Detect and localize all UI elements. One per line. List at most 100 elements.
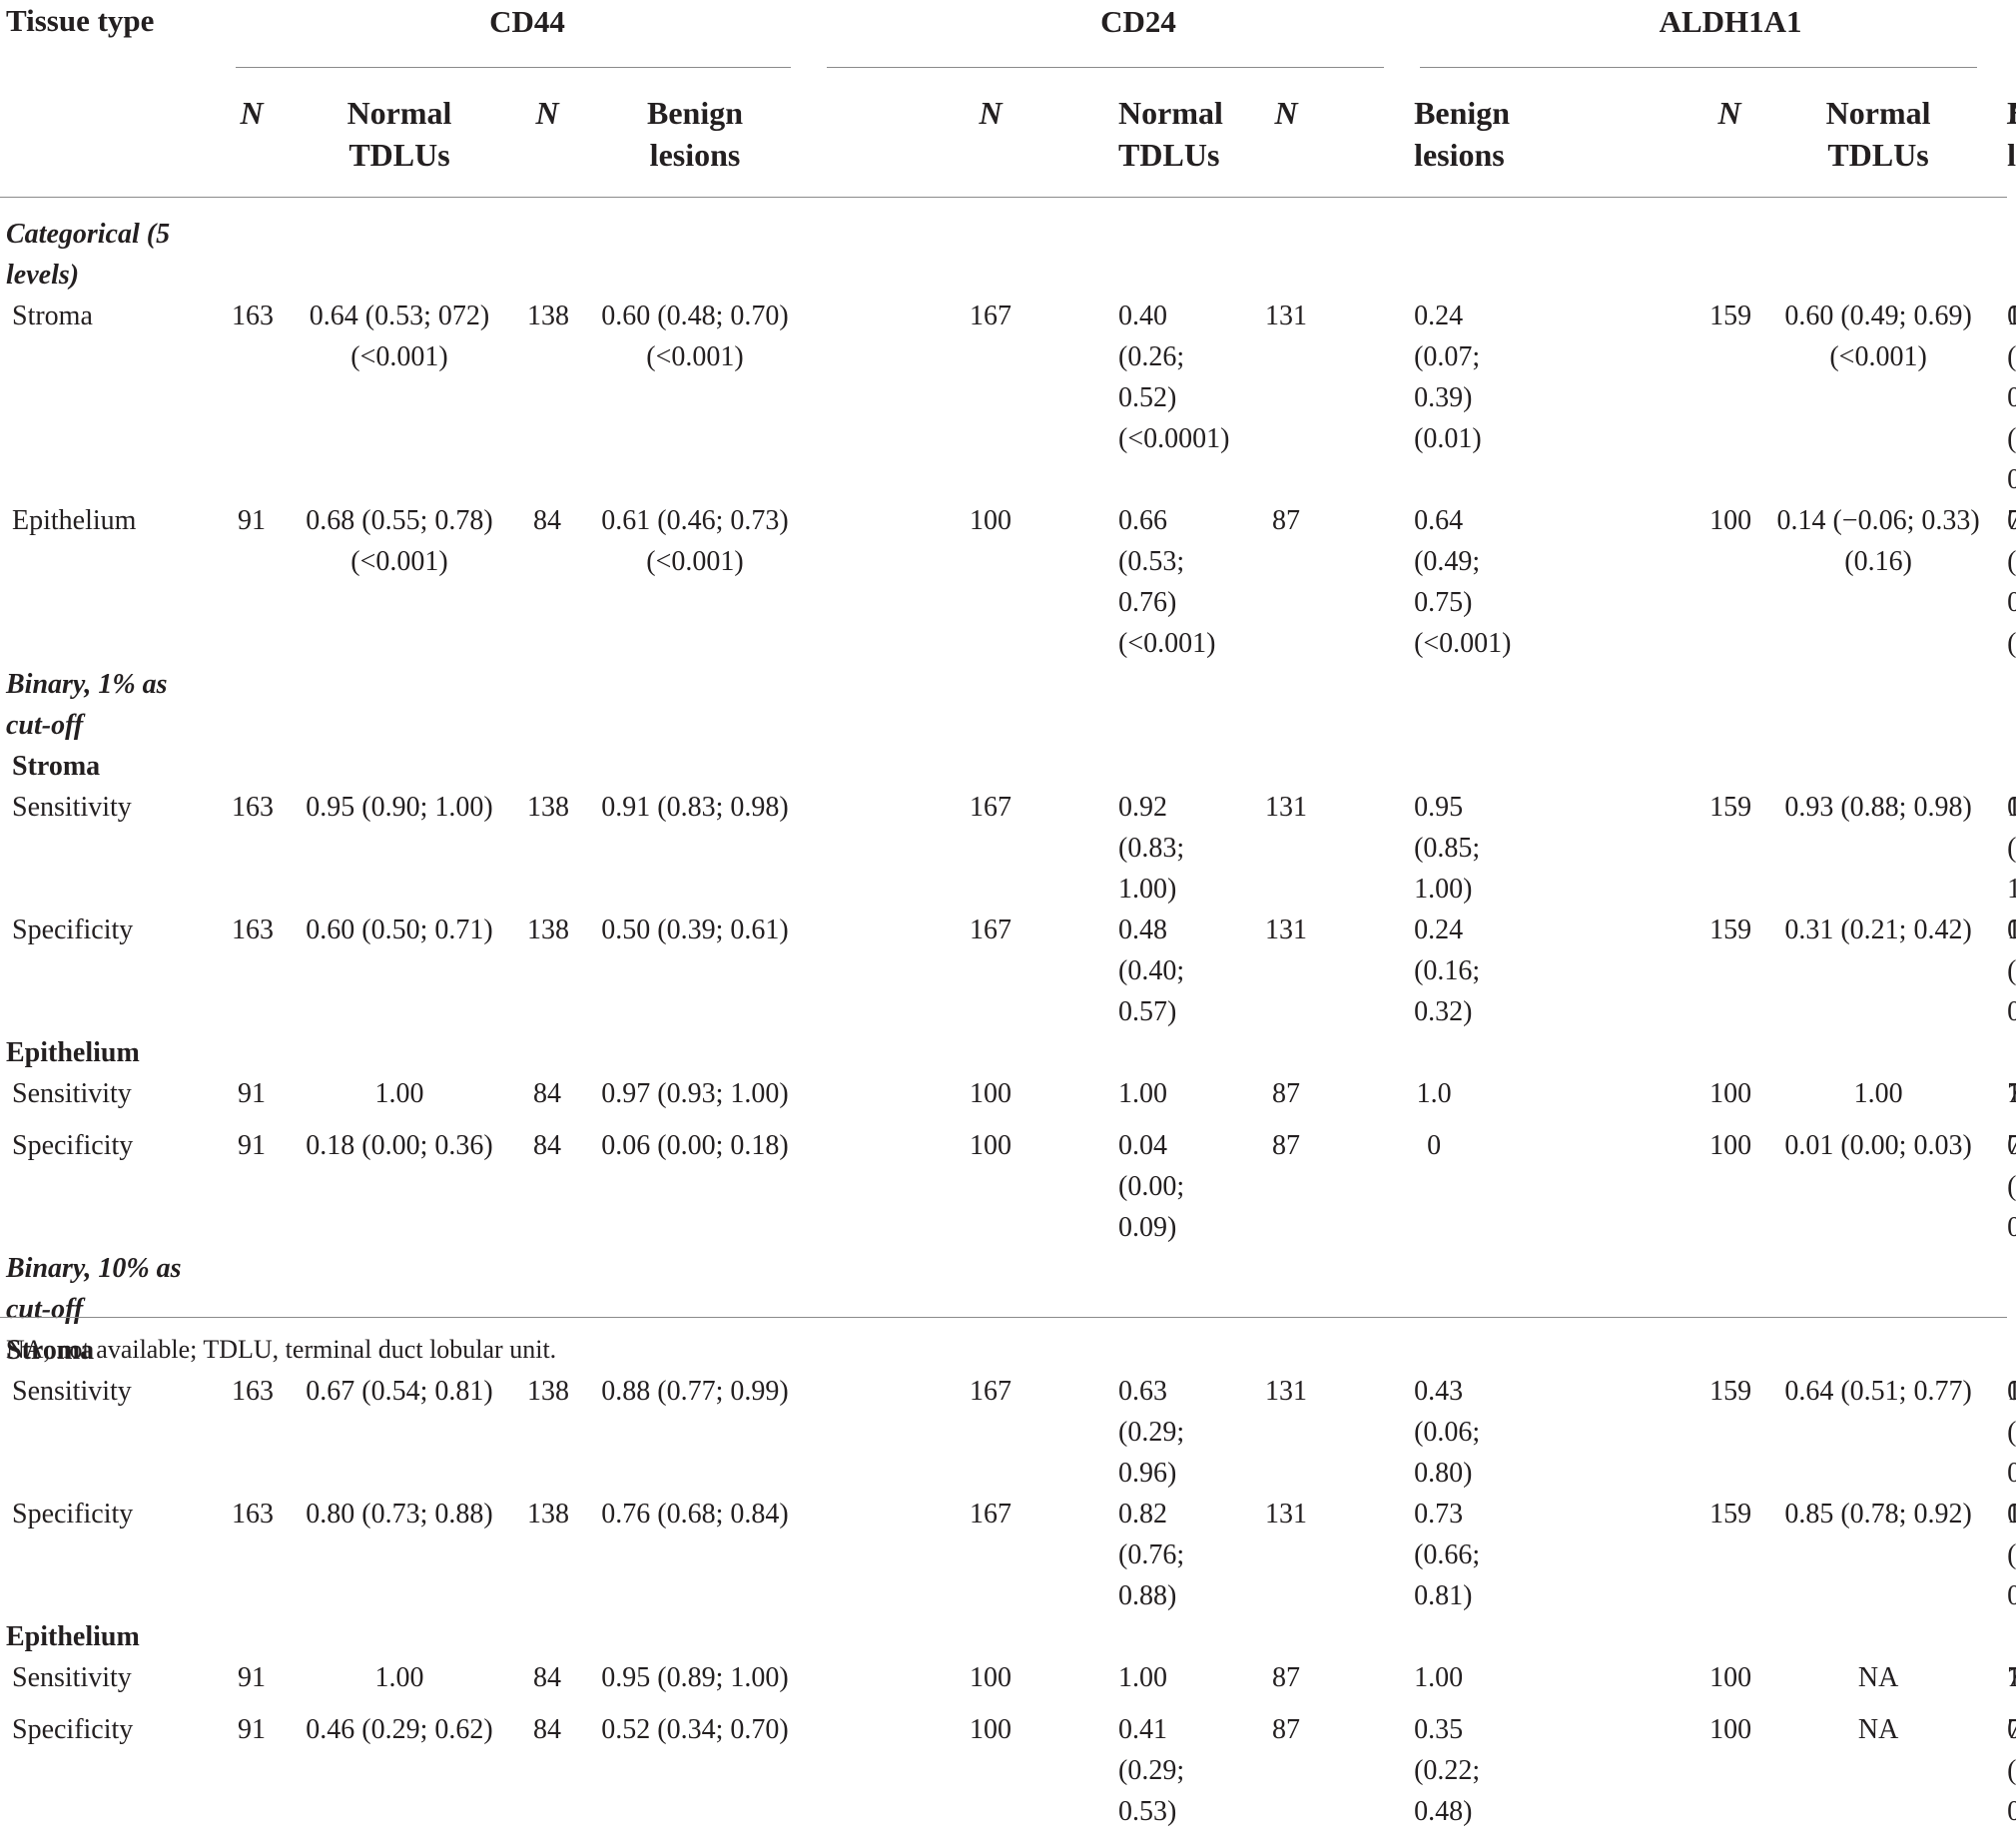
cell-value-line: 0.40 (0.26; 0.52)	[1118, 301, 1185, 413]
subsection-row: Stroma	[0, 1330, 2007, 1371]
group-rule-cd24	[827, 67, 1384, 68]
cell-value-line: 0.67 (0.54; 0.81)	[306, 1376, 493, 1407]
cell-n: 91	[238, 1078, 266, 1109]
cell-value-line: 0.95 (0.85; 1.00)	[1414, 792, 1481, 905]
cell-value: 0.41 (0.29; 0.53)	[1118, 1709, 1184, 1832]
cell-n: 91	[238, 1714, 266, 1745]
cell-value-line: 0.73 (0.66; 0.81)	[1414, 1499, 1481, 1611]
cell-n: 84	[533, 1130, 561, 1161]
cell-value-line: 1.00	[1853, 1078, 1903, 1109]
group-gap	[1454, 910, 1709, 1032]
cell-value: 0.60 (0.50; 0.71)	[272, 910, 527, 1032]
cell-n: 84	[533, 1078, 561, 1109]
column-header-normal-tdlus: Normal TDLUs	[272, 92, 527, 197]
cell-value-line: 0.14 (−0.06; 0.33)	[1776, 505, 1980, 536]
row-label: Specificity	[12, 915, 134, 945]
table-row: Specificity 91 0.18 (0.00; 0.36) 84 0.06 (0.…	[0, 1125, 2016, 1248]
group-gap	[823, 1709, 863, 1832]
cell-value-line: 0.60 (0.50; 0.71)	[306, 915, 493, 945]
table-header: Tissue type CD44 CD24 ALDH1A1 N Normal TDL…	[0, 0, 2016, 197]
cell-value-line: 0.85 (0.78; 0.92)	[1784, 1499, 1972, 1529]
cell-value: NA	[1749, 1709, 2007, 1832]
cell-value: 0.85 (0.78; 0.92)	[1749, 1494, 2007, 1616]
group-gap	[1454, 1125, 1709, 1248]
cell-n: 100	[970, 1662, 1012, 1693]
column-header-line: Benign	[647, 95, 744, 131]
cell-value: NA	[1749, 1657, 2007, 1709]
cell-n: 100	[1709, 505, 1752, 536]
group-gap	[1454, 1657, 1709, 1709]
cell-value-line: 0.35 (0.22; 0.48)	[1414, 1714, 1481, 1827]
cell-n: 100	[970, 1714, 1012, 1745]
cell-value-line: (<0.001)	[1414, 628, 1512, 659]
group-gap	[1454, 296, 1709, 500]
cell-n: 138	[527, 301, 569, 331]
cell-value-line: 1.0	[1416, 1078, 1452, 1109]
row-label: Sensitivity	[12, 1078, 132, 1109]
cell-value-line: 0.43 (0.06; 0.80)	[1414, 1376, 1481, 1489]
column-header-normal-tdlus: Normal TDLUs	[1118, 92, 1223, 197]
cell-value-line: 0.64 (0.51; 0.77)	[1784, 1376, 1972, 1407]
cell-value: 0.66 (0.53; 0.76) (<0.001)	[1118, 500, 1215, 664]
cell-n: 100	[970, 1078, 1012, 1109]
group-gap	[823, 1125, 863, 1248]
row-label: Epithelium	[12, 505, 137, 536]
cell-value: 0.80 (0.73; 0.88)	[272, 1494, 527, 1616]
section-title: Binary, 1% as cut-off	[0, 664, 232, 746]
cell-value: 0.64 (0.49; 0.75) (<0.001)	[1414, 500, 1512, 664]
cell-value: 1.00	[272, 1657, 527, 1709]
section-title-row: Binary, 1% as cut-off	[0, 664, 2007, 746]
cell-n: 138	[527, 915, 569, 945]
cell-value: 0.76 (0.68; 0.84)	[567, 1494, 823, 1616]
cell-n: 100	[1709, 1130, 1752, 1161]
cell-n: 138	[527, 792, 569, 823]
section-title-row: Categorical (5 levels)	[0, 214, 2007, 296]
cell-value-line: 1.00	[1118, 1662, 1168, 1693]
column-header-line: lesions	[1414, 137, 1505, 173]
cell-value: 0.82 (0.76; 0.88)	[1118, 1494, 1185, 1616]
cell-value-line: 0	[1427, 1130, 1442, 1161]
cell-value-line: 1.00	[1118, 1078, 1168, 1109]
cell-value-line: 0.82 (0.76; 0.88)	[1118, 1499, 1185, 1611]
cell-value: 0	[1414, 1125, 1454, 1248]
cell-value: 1.00	[1118, 1657, 1168, 1709]
cell-value: 0.04 (0.00; 0.09)	[1118, 1125, 1184, 1248]
cell-value-line: 1.00	[374, 1662, 424, 1693]
section-title-line: levels)	[6, 260, 80, 291]
group-gap	[823, 1657, 863, 1709]
section-title-line: Categorical (5	[6, 219, 171, 250]
cell-n: 163	[232, 1376, 274, 1407]
cell-value: 0.52 (0.34; 0.70)	[567, 1709, 823, 1832]
cell-n: 84	[533, 1662, 561, 1693]
group-gap	[1454, 787, 1709, 910]
cell-value: 0.67 (0.54; 0.81)	[272, 1371, 527, 1494]
column-header-line: lesions	[649, 137, 741, 173]
group-gap	[1454, 1709, 1709, 1832]
cell-value: 0.63 (0.29; 0.96)	[1118, 1371, 1184, 1494]
table-row: Sensitivity 163 0.95 (0.90; 1.00) 138 0.91 (…	[0, 787, 2016, 910]
group-gap	[1454, 1073, 1709, 1125]
group-gap	[1454, 1371, 1709, 1494]
cell-n: 167	[970, 1376, 1012, 1407]
row-label: Specificity	[12, 1130, 134, 1161]
cell-value-line: 0.24 (0.16; 0.32)	[1414, 915, 1481, 1027]
cell-value-line: 0.97 (0.93; 1.00)	[601, 1078, 789, 1109]
column-header-line: Benign	[1414, 95, 1511, 131]
header-tissue-type: Tissue type	[6, 3, 155, 38]
cell-value: 0.64 (0.53; 072) (<0.001)	[272, 296, 527, 500]
cell-value-line: 0.92 (0.83; 1.00)	[1118, 792, 1185, 905]
cell-value: 1.00	[1118, 1073, 1168, 1125]
cell-value: 0.31 (0.21; 0.42)	[1749, 910, 2007, 1032]
cell-value: 0.14 (−0.06; 0.33) (0.16)	[1749, 500, 2007, 664]
cell-n: 87	[1272, 505, 1301, 536]
cell-n: 84	[533, 1714, 561, 1745]
cell-n: 163	[232, 915, 274, 945]
group-gap	[823, 1371, 863, 1494]
cell-value: 0.40 (0.26; 0.52) (<0.0001)	[1118, 296, 1229, 500]
cell-value: 0.60 (0.48; 0.70) (<0.001)	[567, 296, 823, 500]
cell-value-line: 0.91 (0.83; 0.98)	[601, 792, 789, 823]
cell-n: 91	[238, 505, 266, 536]
row-label: Stroma	[12, 301, 93, 331]
cell-n: 167	[970, 1499, 1012, 1529]
column-header-benign-lesions: Benign lesions	[1414, 92, 1511, 197]
